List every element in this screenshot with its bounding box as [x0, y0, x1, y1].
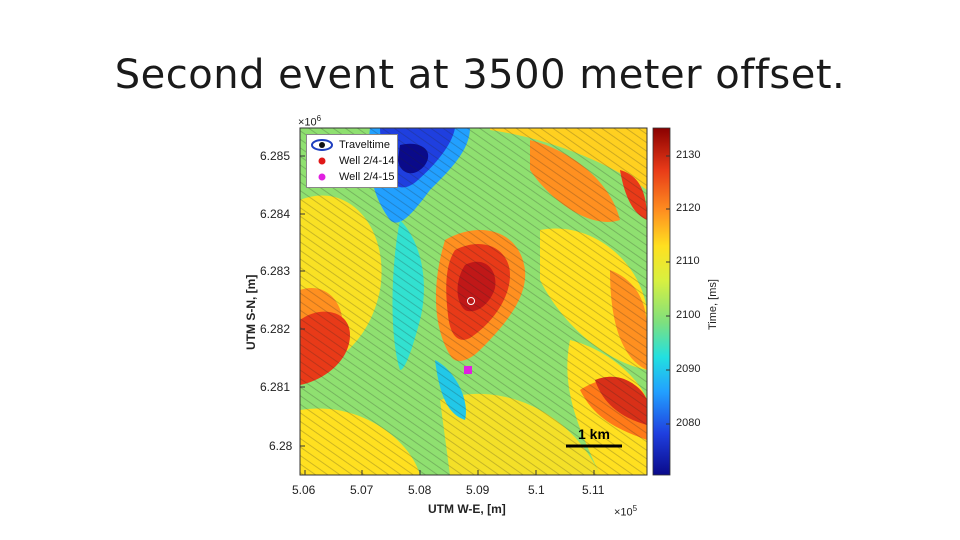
x-axis-exponent: ×105 — [614, 504, 638, 519]
x-tick-label: 5.09 — [466, 483, 490, 497]
y-tick-label: 6.28 — [269, 439, 293, 453]
well-2-4-15-marker — [464, 366, 472, 374]
colorbar-label: Time, [ms] — [707, 279, 719, 330]
traveltime-map-figure: 6.285 6.284 6.283 6.282 6.281 6.28 ×106 … — [240, 110, 720, 525]
colorbar — [652, 127, 671, 476]
legend-item-well-2-4-15: Well 2/4-15 — [311, 170, 394, 184]
x-tick-label: 5.07 — [350, 483, 374, 497]
x-tick-label: 5.08 — [408, 483, 432, 497]
x-axis-ticks — [304, 470, 595, 475]
colorbar-tick-label: 2110 — [676, 255, 700, 267]
colorbar-tick-label: 2090 — [676, 363, 701, 375]
eye-icon — [311, 139, 333, 151]
x-tick-label: 5.06 — [292, 483, 316, 497]
y-tick-label: 6.281 — [260, 380, 291, 394]
legend-label: Well 2/4-14 — [339, 155, 395, 167]
legend-item-well-2-4-14: Well 2/4-14 — [311, 154, 394, 168]
colorbar-tick-label: 2080 — [676, 417, 701, 429]
y-tick-label: 6.284 — [260, 207, 291, 221]
y-tick-label: 6.283 — [260, 264, 291, 278]
x-tick-label: 5.11 — [582, 483, 605, 497]
slide-title: Second event at 3500 meter offset. — [114, 52, 846, 98]
y-axis-exponent: ×106 — [298, 114, 322, 129]
x-axis-label: UTM W-E, [m] — [428, 502, 506, 516]
colorbar-tick-label: 2100 — [676, 309, 701, 321]
y-tick-label: 6.285 — [260, 149, 291, 163]
y-tick-label: 6.282 — [260, 322, 291, 336]
y-axis-ticks — [300, 155, 305, 447]
map-legend: Traveltime Well 2/4-14 Well 2/4-15 — [306, 134, 398, 188]
scale-bar-label: 1 km — [578, 426, 610, 442]
colorbar-ticks — [666, 155, 670, 425]
legend-item-traveltime: Traveltime — [311, 138, 390, 152]
legend-label: Well 2/4-15 — [339, 171, 395, 183]
y-axis-label: UTM S-N, [m] — [244, 274, 258, 350]
x-tick-label: 5.1 — [528, 483, 545, 497]
dot-icon — [318, 157, 326, 165]
legend-label: Traveltime — [339, 139, 390, 151]
colorbar-tick-label: 2130 — [676, 149, 701, 161]
well-2-4-14-marker — [467, 297, 475, 305]
colorbar-tick-label: 2120 — [676, 202, 701, 214]
dot-icon — [318, 173, 326, 181]
